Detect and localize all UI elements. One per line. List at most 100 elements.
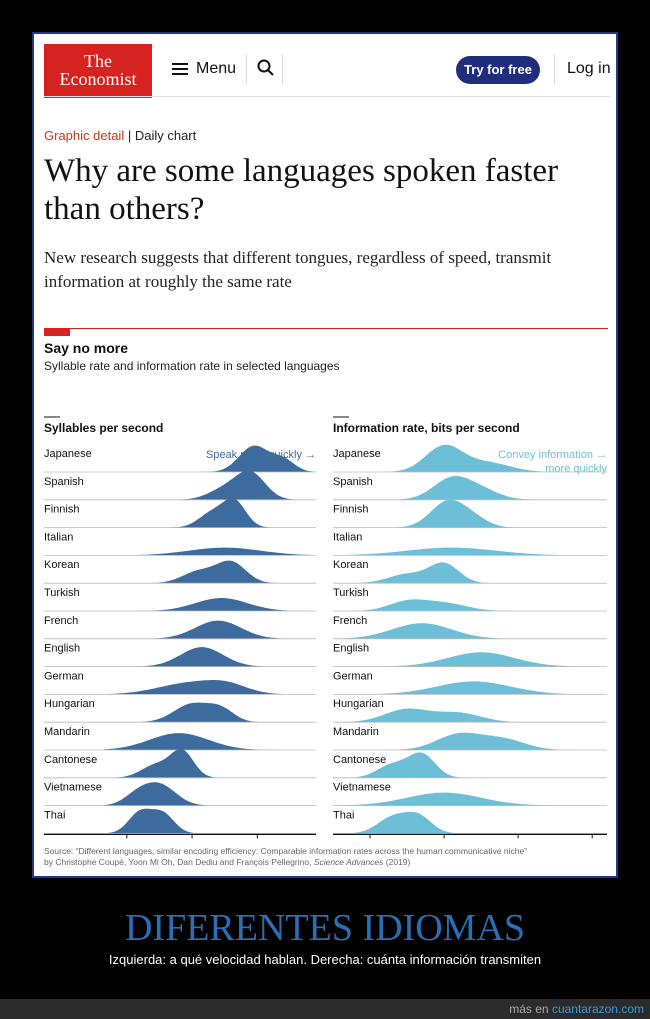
info-ridge-thai	[333, 811, 607, 834]
logo-line-2: Economist	[59, 69, 137, 89]
overlay-caption: Izquierda: a qué velocidad hablan. Derec…	[108, 952, 542, 967]
syllable-language-label: Turkish	[44, 587, 80, 599]
header-divider	[282, 54, 283, 84]
syllable-ridge-french	[104, 620, 316, 639]
syllable-language-label: German	[44, 670, 84, 682]
section-link[interactable]: Graphic detail	[44, 128, 125, 143]
info-panel-annotation: Convey information →	[498, 449, 607, 461]
syllable-ridge-spanish	[104, 470, 316, 500]
syllable-ridge-cantonese	[104, 748, 316, 778]
syllable-tick-label: 6	[189, 842, 195, 844]
info-tick-label: 50	[512, 842, 524, 844]
syllable-language-label: Hungarian	[44, 698, 95, 710]
info-language-label: Hungarian	[333, 698, 384, 710]
syllable-ridge-japanese	[104, 445, 316, 472]
syllable-language-label: Cantonese	[44, 754, 97, 766]
info-tick-label: 60	[586, 842, 598, 844]
syllable-ridge-german	[104, 680, 316, 695]
info-language-label: French	[333, 615, 367, 627]
info-language-label: Japanese	[333, 448, 381, 460]
syllable-ridge-thai	[104, 808, 316, 834]
syllable-language-label: Korean	[44, 559, 79, 571]
ridgeline-chart: Syllables per secondSpeak more quickly →…	[44, 416, 607, 844]
info-ridge-french	[333, 623, 607, 639]
info-language-label: Thai	[333, 809, 354, 821]
syllable-ridge-finnish	[104, 498, 316, 528]
info-language-label: Italian	[333, 531, 362, 543]
syllable-panel-label: Syllables per second	[44, 421, 163, 435]
syllable-ridge-turkish	[104, 598, 316, 611]
overlay-headline: DIFERENTES IDIOMAS	[124, 907, 526, 949]
economist-logo[interactable]: The Economist	[44, 44, 152, 98]
source-line-2: by Christophe Coupé, Yoon Mi Oh, Dan Ded…	[44, 857, 604, 868]
login-link[interactable]: Log in	[567, 60, 611, 77]
info-language-label: Mandarin	[333, 726, 379, 738]
info-panel-annotation: more quickly	[545, 463, 607, 475]
syllable-language-label: Japanese	[44, 448, 92, 460]
menu-label: Menu	[196, 60, 237, 77]
header-divider	[554, 54, 555, 84]
info-ridge-italian	[333, 547, 607, 556]
footer-link[interactable]: cuantarazon.com	[551, 1002, 644, 1016]
info-language-label: Spanish	[333, 476, 373, 488]
menu-button[interactable]: Menu	[172, 60, 236, 78]
info-language-label: Turkish	[333, 587, 369, 599]
info-tick-label: 30	[364, 842, 376, 844]
syllable-ridge-italian	[104, 547, 316, 556]
hamburger-icon	[172, 63, 188, 75]
footer-prefix: más en	[509, 1002, 552, 1016]
syllable-language-label: Mandarin	[44, 726, 90, 738]
chart-subtitle: Syllable rate and information rate in se…	[44, 359, 340, 373]
breadcrumb: Graphic detail | Daily chart	[44, 128, 196, 143]
info-ridge-hungarian	[333, 708, 607, 723]
info-language-label: Finnish	[333, 504, 368, 516]
syllable-ridge-korean	[104, 560, 316, 584]
header-divider	[246, 54, 247, 84]
article-title: Why are some languages spoken faster tha…	[44, 153, 559, 227]
info-ridge-spanish	[333, 476, 607, 500]
chart-rule-tab	[44, 328, 70, 336]
info-ridge-english	[333, 652, 607, 667]
info-tick-label: 40	[438, 842, 450, 844]
info-language-label: German	[333, 670, 373, 682]
info-ridge-japanese	[333, 444, 607, 472]
syllable-tick-label: 8	[254, 842, 260, 844]
info-ridge-vietnamese	[333, 792, 607, 806]
info-language-label: Cantonese	[333, 754, 386, 766]
info-ridge-german	[333, 681, 607, 695]
info-ridge-cantonese	[333, 752, 607, 778]
info-language-label: Vietnamese	[333, 782, 391, 794]
site-footer: más en cuantarazon.com	[0, 999, 650, 1019]
info-ridge-finnish	[333, 499, 607, 528]
source-journal: Science Advances	[313, 857, 384, 867]
breadcrumb-separator: |	[124, 128, 135, 143]
syllable-ridge-hungarian	[104, 702, 316, 723]
logo-line-1: The	[84, 51, 112, 71]
syllable-ridge-vietnamese	[104, 782, 316, 806]
article-subtitle: New research suggests that different ton…	[44, 248, 552, 291]
info-language-label: English	[333, 643, 369, 655]
info-panel-label: Information rate, bits per second	[333, 421, 520, 435]
syllable-language-label: Vietnamese	[44, 782, 102, 794]
syllable-tick-label: 4	[124, 842, 130, 844]
footer-text: más en cuantarazon.com	[509, 1002, 644, 1016]
source-authors: by Christophe Coupé, Yoon Mi Oh, Dan Ded…	[44, 857, 314, 867]
chart-rule	[44, 328, 608, 329]
syllable-language-label: Finnish	[44, 504, 79, 516]
info-ridge-mandarin	[333, 732, 607, 750]
source-line-1: Source: “Different languages, similar en…	[44, 846, 528, 856]
article-card: The Economist Menu Try for free Log in G…	[32, 32, 618, 878]
info-language-label: Korean	[333, 559, 368, 571]
chart-source: Source: “Different languages, similar en…	[44, 846, 604, 868]
syllable-language-label: Spanish	[44, 476, 84, 488]
chart-title: Say no more	[44, 340, 129, 356]
syllable-language-label: French	[44, 615, 78, 627]
syllable-language-label: English	[44, 643, 80, 655]
header-rule	[44, 96, 610, 97]
info-ridge-turkish	[333, 599, 607, 611]
syllable-language-label: Thai	[44, 809, 65, 821]
info-ridge-korean	[333, 562, 607, 584]
source-year: (2019)	[383, 857, 411, 867]
search-icon[interactable]	[256, 58, 276, 78]
try-for-free-button[interactable]: Try for free	[456, 56, 540, 84]
